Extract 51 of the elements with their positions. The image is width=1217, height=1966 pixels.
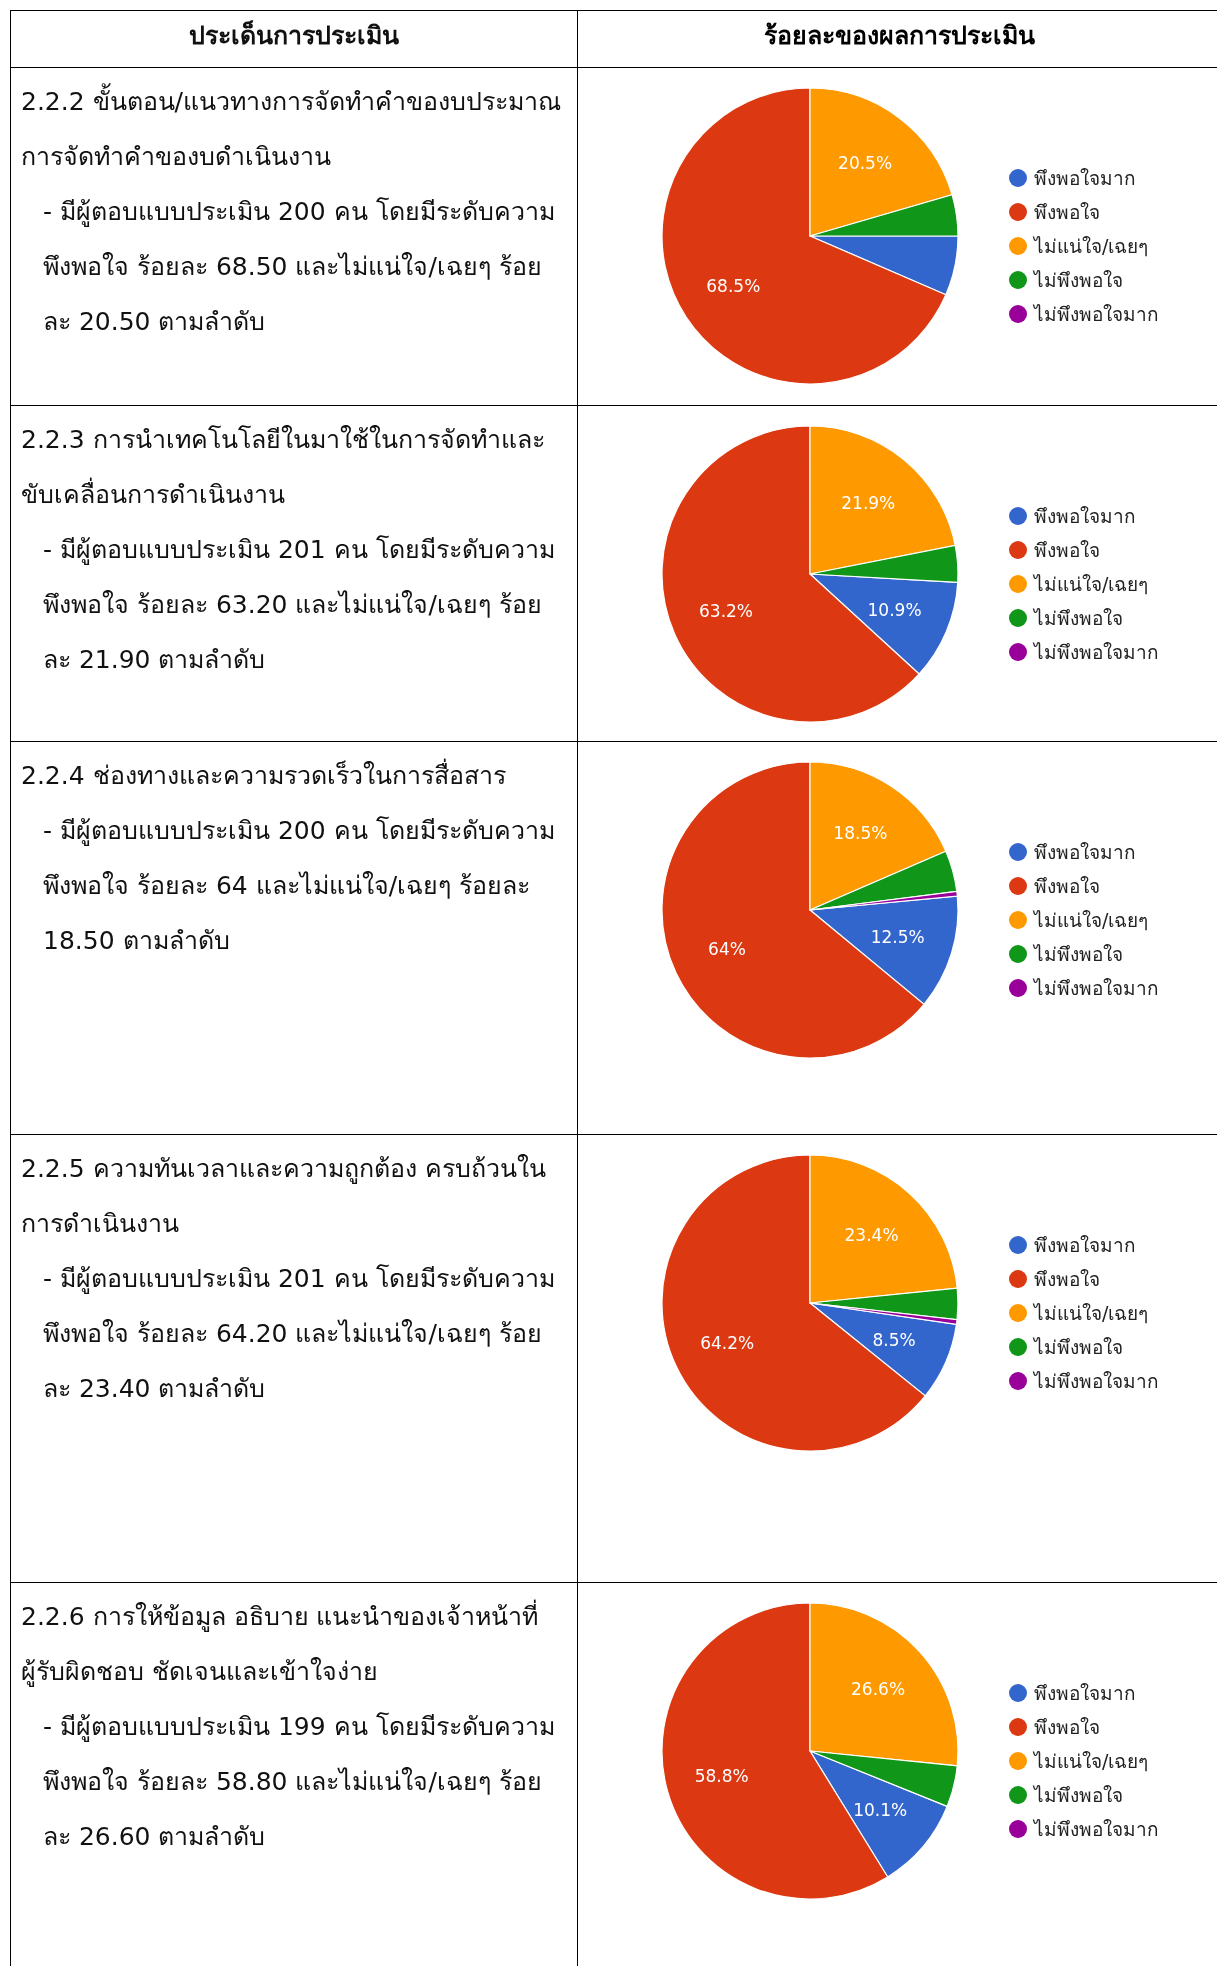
legend-label: ไม่พึงพอใจมาก (1032, 641, 1159, 663)
legend-label: ไม่แน่ใจ/เฉยๆ (1032, 909, 1149, 931)
legend-label: ไม่แน่ใจ/เฉยๆ (1032, 573, 1149, 595)
data-label: 10.1% (853, 1800, 908, 1821)
text: 2.2.3 การนำเทคโนโลยีในมาใช้ในการจัดทำและขับเคลื่อนการดำเนินงาน (21, 424, 546, 511)
legend-label: ไม่พึงพอใจ (1032, 1336, 1123, 1358)
text: 2.2.4 ช่องทางและความรวดเร็วในการสื่อสาร (21, 757, 507, 792)
legend-label: ไม่พึงพอใจ (1032, 943, 1123, 965)
legend-label: พึงพอใจมาก (1034, 1682, 1136, 1704)
data-label: 26.6% (851, 1679, 906, 1700)
legend-label: ไม่พึงพอใจ (1032, 269, 1123, 291)
text: - มีผู้ตอบแบบประเมิน 201 คน โดยมีระดับความพึงพอใจ ร้อยละ 64.20 และไม่แน่ใจ/เฉยๆ ร้อยละ 23.40 ตามลำดับ (42, 1263, 556, 1405)
data-label: 12.5% (870, 926, 925, 947)
legend-label: พึงพอใจมาก (1034, 841, 1136, 863)
legend-label: พึงพอใจ (1034, 1716, 1100, 1738)
legend-label: พึงพอใจ (1034, 201, 1100, 223)
data-label: 18.5% (833, 823, 888, 844)
text: - มีผู้ตอบแบบประเมิน 199 คน โดยมีระดับความพึงพอใจ ร้อยละ 58.80 และไม่แน่ใจ/เฉยๆ ร้อยละ 26.60 ตามลำดับ (42, 1711, 556, 1853)
legend-label: ไม่พึงพอใจ (1032, 1784, 1123, 1806)
text: - มีผู้ตอบแบบประเมิน 200 คน โดยมีระดับความพึงพอใจ ร้อยละ 64 และไม่แน่ใจ/เฉยๆ ร้อยละ 18.50 ตามลำดับ (42, 815, 556, 957)
legend-label: ไม่พึงพอใจมาก (1032, 1370, 1159, 1392)
data-label: 20.5% (838, 152, 893, 173)
legend-label: ไม่พึงพอใจมาก (1032, 977, 1159, 999)
data-label: 63.2% (699, 600, 754, 621)
legend-label: พึงพอใจมาก (1034, 1234, 1136, 1256)
legend-label: ไม่พึงพอใจ (1032, 607, 1123, 629)
text: - มีผู้ตอบแบบประเมิน 200 คน โดยมีระดับความพึงพอใจ ร้อยละ 68.50 และไม่แน่ใจ/เฉยๆ ร้อยละ 20.50 ตามลำดับ (42, 196, 556, 338)
data-label: 10.9% (867, 599, 922, 620)
data-label: 64.2% (700, 1332, 755, 1353)
legend-label: ไม่พึงพอใจมาก (1032, 303, 1159, 325)
text: 2.2.5 ความทันเวลาและความถูกต้อง ครบถ้วนในการดำเนินงาน (21, 1153, 547, 1240)
data-label: 68.5% (706, 276, 761, 297)
legend-label: ไม่แน่ใจ/เฉยๆ (1032, 1750, 1149, 1772)
text: 2.2.2 ขั้นตอน/แนวทางการจัดทำคำของบประมาณ การจัดทำคำของบดำเนินงาน (21, 82, 562, 173)
text: - มีผู้ตอบแบบประเมิน 201 คน โดยมีระดับความพึงพอใจ ร้อยละ 63.20 และไม่แน่ใจ/เฉยๆ ร้อยละ 21.90 ตามลำดับ (42, 534, 556, 676)
data-label: 23.4% (844, 1224, 899, 1245)
legend-label: ไม่พึงพอใจมาก (1032, 1818, 1159, 1840)
legend-label: ไม่แน่ใจ/เฉยๆ (1032, 1302, 1149, 1324)
text: 2.2.6 การให้ข้อมูล อธิบาย แนะนำของเจ้าหน้าที่ผู้รับผิดชอบ ชัดเจนและเข้าใจง่าย (21, 1598, 540, 1689)
data-label: 64% (708, 939, 746, 960)
legend-label: ไม่แน่ใจ/เฉยๆ (1032, 235, 1149, 257)
legend-label: พึงพอใจ (1034, 539, 1100, 561)
text: ประเด็นการประเมิน (11, 11, 578, 67)
data-label: 58.8% (694, 1766, 749, 1787)
legend-label: พึงพอใจ (1034, 1268, 1100, 1290)
data-label: 21.9% (841, 493, 896, 514)
legend-label: พึงพอใจมาก (1034, 167, 1136, 189)
legend-label: พึงพอใจมาก (1034, 505, 1136, 527)
text: ร้อยละของผลการประเมิน (578, 11, 1217, 67)
legend-label: พึงพอใจ (1034, 875, 1100, 897)
data-label: 8.5% (872, 1329, 916, 1350)
